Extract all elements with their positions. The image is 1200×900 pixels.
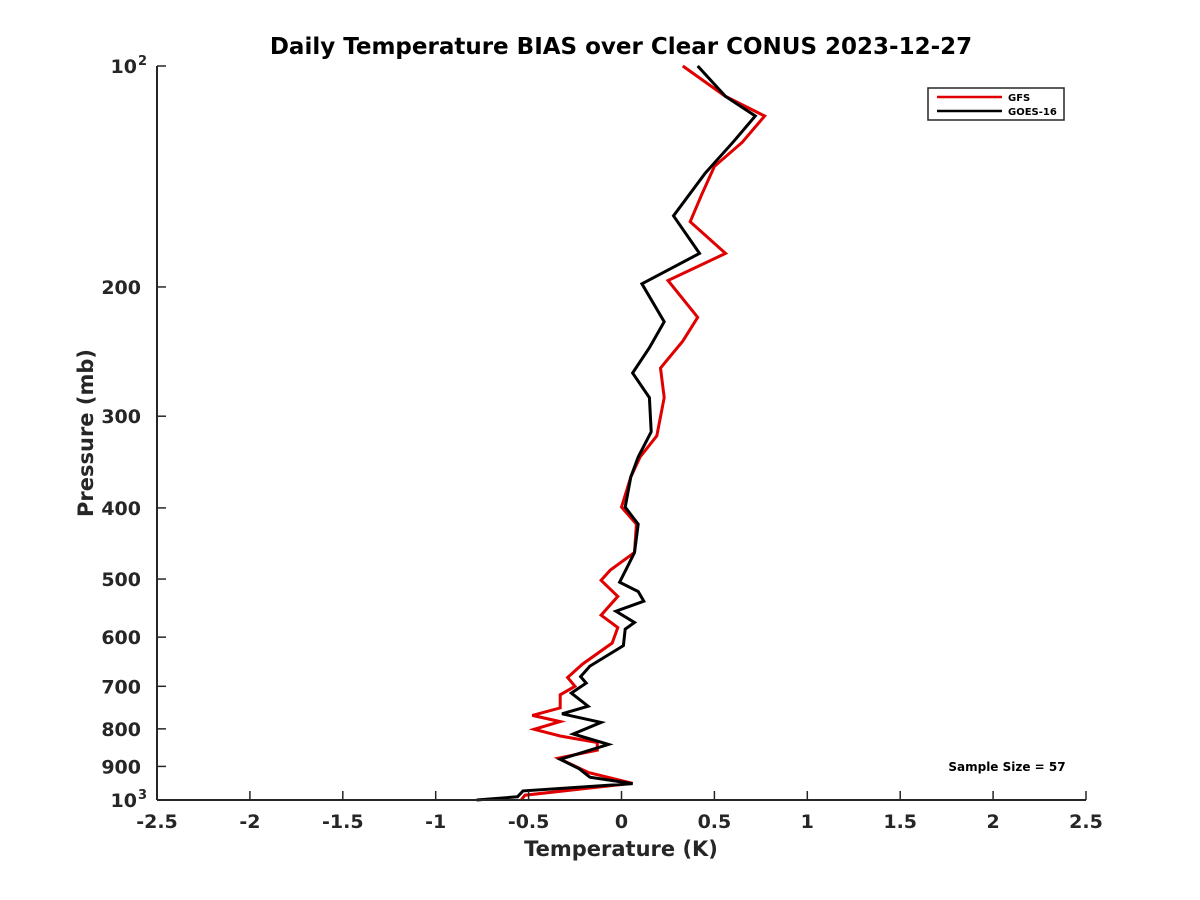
y-tick-label: 900 (101, 756, 141, 778)
legend: GFS GOES-16 (927, 87, 1065, 121)
y-axis-label: Pressure (mb) (74, 349, 98, 517)
y-tick-label: 300 (101, 406, 141, 428)
legend-label: GFS (1008, 93, 1030, 104)
x-tick-label: 0 (615, 811, 628, 833)
y-tick-label: 500 (101, 569, 141, 591)
x-tick-label: -0.5 (508, 811, 550, 833)
x-tick-label: 1 (801, 811, 814, 833)
sample-size-annotation: Sample Size = 57 (948, 760, 1065, 774)
x-tick-label: -1.5 (322, 811, 364, 833)
legend-label: GOES-16 (1008, 107, 1057, 118)
y-tick-label: 10 (111, 56, 137, 78)
x-axis-label: Temperature (K) (524, 837, 718, 861)
x-tick-label: -2.5 (136, 811, 178, 833)
x-tick-label: -2 (239, 811, 260, 833)
y-tick-exponent: 2 (138, 54, 147, 69)
legend-box (927, 87, 1065, 121)
chart-title: Daily Temperature BIAS over Clear CONUS … (270, 34, 972, 60)
x-tick-label: 2 (986, 811, 999, 833)
x-tick-label: 1.5 (883, 811, 917, 833)
y-tick-label: 700 (101, 676, 141, 698)
series-layer (476, 64, 767, 802)
y-tick-label: 400 (101, 498, 141, 520)
series-line-goes-16 (476, 64, 758, 802)
series-line-gfs (520, 64, 767, 801)
x-axis-ticks: -2.5 -2 -1.5 -1 -0.5 0 0.5 1 1.5 2 2.5 (136, 791, 1103, 833)
y-tick-label: 800 (101, 719, 141, 741)
y-tick-exponent: 3 (138, 788, 147, 803)
x-tick-label: 2.5 (1069, 811, 1103, 833)
y-tick-label: 200 (101, 277, 141, 299)
y-tick-label: 10 (111, 790, 137, 812)
x-tick-label: -1 (425, 811, 446, 833)
x-tick-label: 0.5 (698, 811, 732, 833)
y-tick-label: 600 (101, 627, 141, 649)
